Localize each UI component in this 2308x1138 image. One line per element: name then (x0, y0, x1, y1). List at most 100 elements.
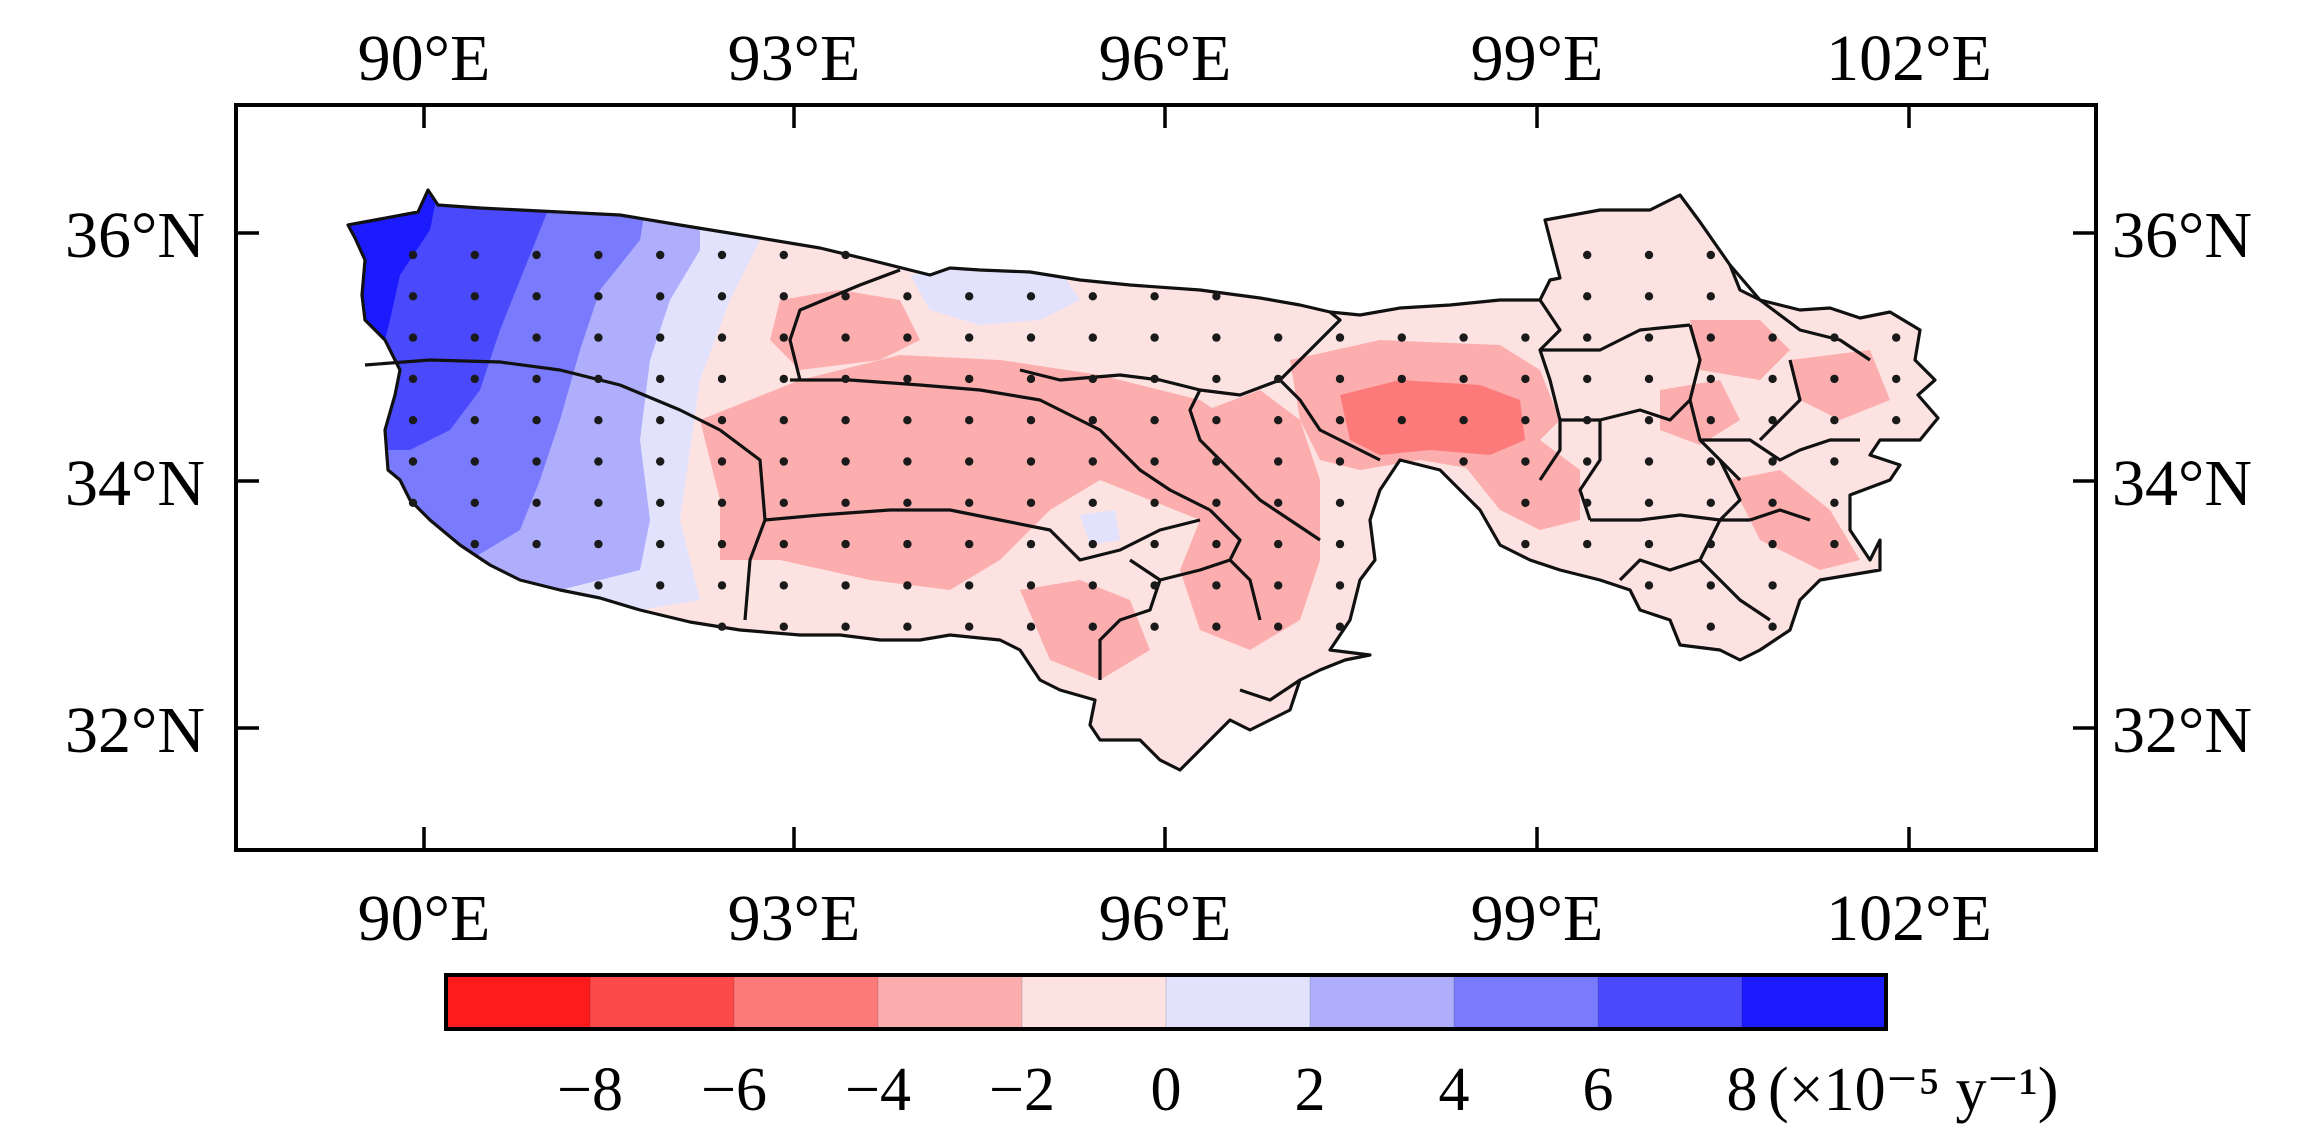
colorbar-cell (1166, 975, 1311, 1029)
significance-dot (1583, 374, 1592, 384)
colorbar-cell (1598, 975, 1743, 1029)
significance-dot (841, 416, 850, 425)
significance-dot (1521, 457, 1530, 466)
left-lat-label: 36°N (65, 199, 205, 272)
significance-dot (408, 457, 418, 466)
colorbar-cell (1454, 975, 1599, 1029)
significance-dot (841, 581, 850, 590)
right-lat-label: 34°N (2112, 447, 2252, 520)
trend-field (348, 190, 1938, 770)
right-lat-label: 36°N (2112, 199, 2252, 272)
significance-dot (1706, 622, 1716, 631)
significance-dot (1830, 457, 1839, 466)
significance-dot (1212, 292, 1221, 301)
significance-dot (1706, 333, 1716, 342)
significance-dot (594, 250, 603, 260)
significance-dot (1644, 416, 1654, 425)
top-lon-label: 93°E (728, 22, 861, 95)
bottom-lon-labels: 90°E 93°E 96°E 99°E 102°E (358, 882, 1992, 955)
left-lat-labels: 36°N 34°N 32°N (65, 199, 205, 767)
significance-dot (717, 539, 727, 549)
significance-dot (1830, 333, 1839, 342)
significance-dot (965, 292, 974, 301)
significance-dot (408, 374, 418, 384)
significance-dot (1212, 374, 1221, 384)
colorbar-cells (446, 975, 1887, 1029)
significance-dot (841, 292, 850, 301)
significance-dot (594, 374, 603, 384)
significance-dot (903, 292, 912, 301)
significance-dot (717, 622, 727, 631)
significance-dot (1706, 374, 1716, 384)
significance-dot (656, 457, 665, 466)
significance-dot (779, 457, 788, 466)
significance-dot (717, 374, 727, 384)
significance-dot (779, 622, 788, 631)
significance-dot (965, 457, 974, 466)
significance-dot (841, 498, 850, 507)
significance-dot (1830, 498, 1839, 507)
significance-dot (1150, 539, 1159, 549)
significance-dot (656, 292, 665, 301)
significance-dot (532, 539, 541, 549)
significance-dot (779, 539, 788, 549)
significance-dot (717, 457, 727, 466)
significance-dot (1150, 457, 1159, 466)
region-outline (346, 188, 1940, 772)
colorbar-cell (1022, 975, 1167, 1029)
significance-dot (1521, 539, 1530, 549)
left-lat-label: 34°N (65, 447, 205, 520)
significance-dot (470, 333, 479, 342)
colorbar-tick-label: −6 (701, 1056, 767, 1124)
significance-dot (1026, 374, 1036, 384)
significance-dot (1706, 416, 1716, 425)
significance-dot (903, 416, 912, 425)
significance-dot (1150, 581, 1159, 590)
significance-dot (1459, 374, 1468, 384)
colorbar-tick-label: 8 (1727, 1056, 1758, 1124)
significance-dot (1768, 622, 1777, 631)
significance-dot (656, 581, 665, 590)
significance-dot (1212, 333, 1221, 342)
top-lon-label: 102°E (1826, 22, 1992, 95)
significance-dot (1150, 333, 1159, 342)
significance-dot (1521, 333, 1530, 342)
colorbar-tick-label: 4 (1439, 1056, 1470, 1124)
colorbar-tick-label: 2 (1295, 1056, 1326, 1124)
significance-dot (1583, 498, 1592, 507)
significance-dot (1583, 292, 1592, 301)
significance-dot (408, 498, 418, 507)
internal-borders (364, 263, 1871, 702)
colorbar-tick-label: 6 (1583, 1056, 1614, 1124)
significance-dot (470, 539, 479, 549)
colorbar-cell (734, 975, 879, 1029)
significance-dot (1706, 498, 1716, 507)
significance-dot (1150, 498, 1159, 507)
significance-dot (1335, 498, 1345, 507)
significance-dot (1768, 539, 1777, 549)
significance-dot (717, 250, 727, 260)
significance-dot (408, 292, 418, 301)
significance-dot (594, 416, 603, 425)
significance-dot (532, 374, 541, 384)
significance-dot (965, 333, 974, 342)
significance-dot (1768, 416, 1777, 425)
significance-dot (656, 416, 665, 425)
significance-dot (1150, 416, 1159, 425)
significance-dot (1335, 581, 1345, 590)
significance-dot (1644, 374, 1654, 384)
top-lon-label: 90°E (358, 22, 491, 95)
significance-dot (1397, 416, 1407, 425)
significance-dot (903, 457, 912, 466)
significance-dot (1768, 581, 1777, 590)
significance-dot (1706, 250, 1716, 260)
bottom-lon-label: 99°E (1471, 882, 1604, 955)
significance-dot (656, 498, 665, 507)
significance-dot (1335, 539, 1345, 549)
colorbar-tick-label: −2 (989, 1056, 1055, 1124)
significance-dot (903, 333, 912, 342)
significance-dot (779, 292, 788, 301)
significance-dot (470, 416, 479, 425)
significance-dot (717, 416, 727, 425)
